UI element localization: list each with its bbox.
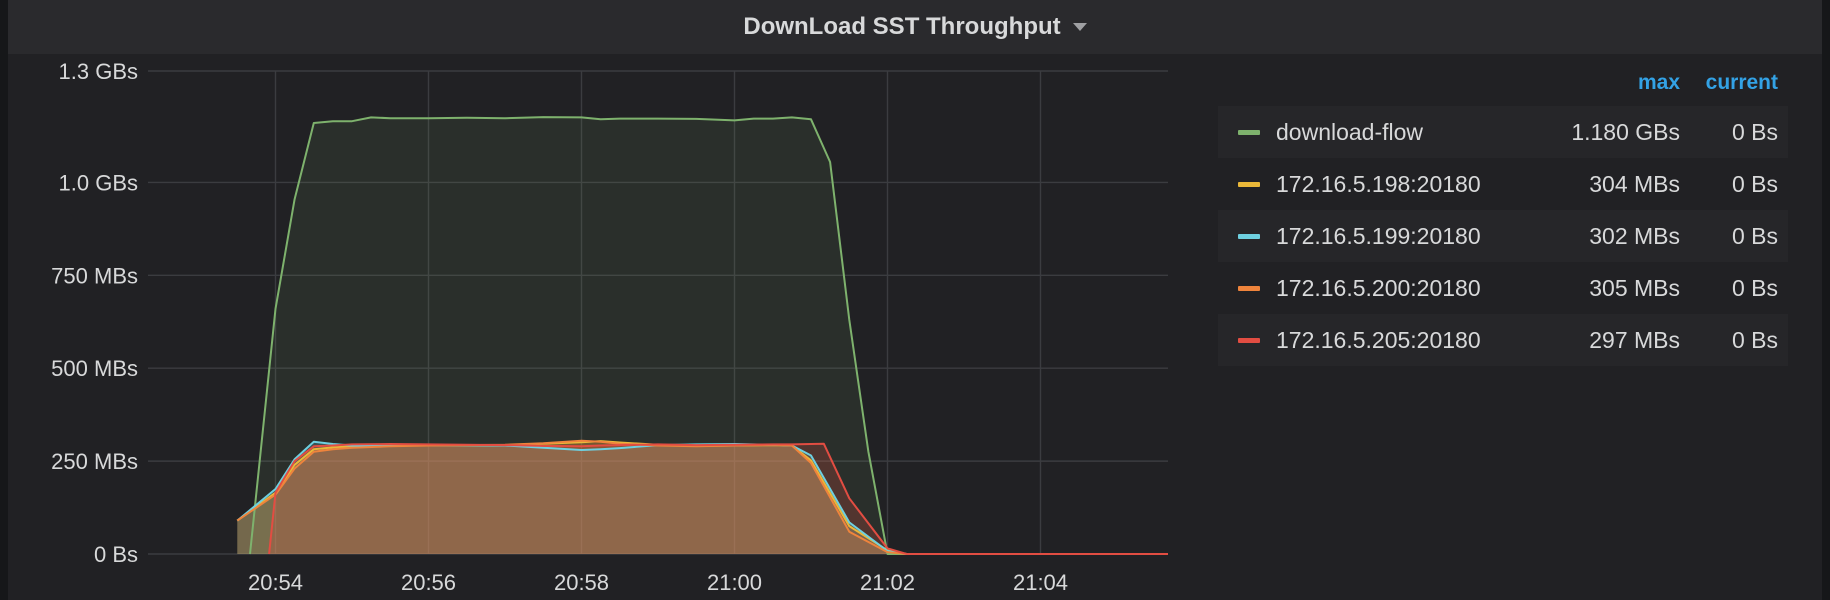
- legend-current-value: 0 Bs: [1731, 222, 1778, 249]
- legend-current-value: 0 Bs: [1731, 170, 1778, 197]
- legend-max-value: 297 MBs: [1589, 326, 1680, 353]
- series-line: [268, 442, 1168, 555]
- legend-max-value: 304 MBs: [1589, 170, 1680, 197]
- y-axis: 0 Bs 250 MBs 500 MBs 750 MBs 1.0 GBs 1.3 GBs: [51, 59, 138, 567]
- x-tick-label: 21:04: [1013, 570, 1068, 595]
- series-area: [269, 443, 1169, 554]
- x-axis: 20:54 20:56 20:58 21:00 21:02 21:04: [248, 570, 1068, 595]
- series-color-swatch[interactable]: [1238, 233, 1260, 239]
- y-tick-label: 250 MBs: [51, 449, 138, 474]
- series-color-swatch[interactable]: [1238, 337, 1260, 343]
- legend-sort-current[interactable]: current: [1705, 71, 1778, 94]
- panel-title[interactable]: DownLoad SST Throughput: [743, 13, 1061, 40]
- series-area: [237, 441, 1169, 554]
- y-tick-label: 1.3 GBs: [59, 59, 138, 84]
- x-tick-label: 21:00: [707, 570, 762, 595]
- x-tick-label: 21:02: [860, 570, 915, 595]
- legend: max current download-flow 1.180 GBs 0 Bs…: [1218, 60, 1788, 366]
- legend-max-value: 302 MBs: [1589, 222, 1680, 249]
- x-tick-label: 20:56: [401, 570, 456, 595]
- legend-max-value: 1.180 GBs: [1571, 118, 1680, 145]
- series-area: [237, 440, 1169, 554]
- legend-current-value: 0 Bs: [1731, 274, 1778, 301]
- series-area: [237, 441, 1169, 554]
- chevron-down-icon[interactable]: [1072, 23, 1087, 31]
- legend-series-name[interactable]: 172.16.5.199:20180: [1276, 222, 1481, 249]
- x-tick-label: 20:58: [554, 570, 609, 595]
- legend-current-value: 0 Bs: [1731, 118, 1778, 145]
- series-line: [249, 116, 1168, 555]
- legend-series-name[interactable]: 172.16.5.198:20180: [1276, 170, 1481, 197]
- series-color-swatch[interactable]: [1238, 129, 1260, 135]
- series-color-swatch[interactable]: [1238, 181, 1260, 187]
- legend-header: max current: [1218, 60, 1788, 106]
- legend-series-name[interactable]: download-flow: [1276, 118, 1424, 145]
- legend-item[interactable]: 172.16.5.198:20180 304 MBs 0 Bs: [1218, 158, 1788, 210]
- legend-series-name[interactable]: 172.16.5.205:20180: [1276, 326, 1481, 353]
- chart-lines: [236, 116, 1168, 555]
- legend-item[interactable]: 172.16.5.199:20180 302 MBs 0 Bs: [1218, 210, 1788, 262]
- y-tick-label: 500 MBs: [51, 356, 138, 381]
- legend-item[interactable]: 172.16.5.205:20180 297 MBs 0 Bs: [1218, 314, 1788, 366]
- panel-header[interactable]: DownLoad SST Throughput: [8, 0, 1822, 54]
- series-line: [236, 439, 1168, 555]
- legend-sort-max[interactable]: max: [1637, 71, 1680, 94]
- legend-item[interactable]: 172.16.5.200:20180 305 MBs 0 Bs: [1218, 262, 1788, 314]
- graph-panel: DownLoad SST Throughput 0 Bs 250 MBs 500 M…: [8, 0, 1822, 600]
- y-tick-label: 0 Bs: [94, 542, 138, 567]
- legend-current-value: 0 Bs: [1731, 326, 1778, 353]
- x-tick-label: 20:54: [248, 570, 303, 595]
- y-tick-label: 1.0 GBs: [59, 170, 138, 195]
- y-tick-label: 750 MBs: [51, 263, 138, 288]
- legend-max-value: 305 MBs: [1589, 274, 1680, 301]
- legend-series-name[interactable]: 172.16.5.200:20180: [1276, 274, 1481, 301]
- legend-item[interactable]: download-flow 1.180 GBs 0 Bs: [1218, 106, 1788, 158]
- series-color-swatch[interactable]: [1238, 285, 1260, 291]
